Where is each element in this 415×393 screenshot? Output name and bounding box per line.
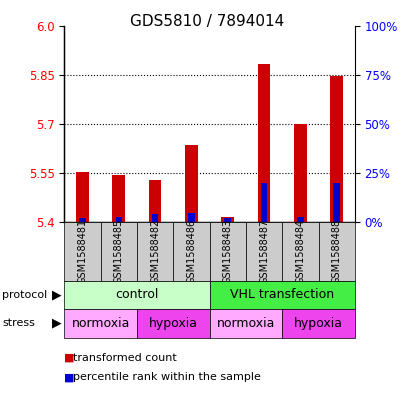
Bar — [185, 145, 198, 222]
Text: ▶: ▶ — [52, 317, 62, 330]
Text: stress: stress — [2, 318, 35, 328]
Text: ■: ■ — [64, 372, 75, 382]
Text: ■: ■ — [64, 353, 75, 363]
Text: control: control — [115, 288, 159, 301]
Bar — [225, 218, 231, 222]
Bar — [64, 309, 137, 338]
Bar — [282, 309, 355, 338]
Bar — [112, 175, 125, 222]
Text: VHL transfection: VHL transfection — [230, 288, 334, 301]
Bar — [210, 281, 355, 309]
Text: GSM1588483: GSM1588483 — [223, 219, 233, 284]
Text: GSM1588484: GSM1588484 — [295, 219, 305, 284]
Bar — [333, 183, 340, 222]
Bar — [330, 75, 343, 222]
Bar — [100, 222, 137, 281]
Bar — [137, 309, 210, 338]
Bar — [188, 213, 195, 222]
Bar — [221, 217, 234, 222]
Text: GSM1588482: GSM1588482 — [150, 219, 160, 284]
Text: normoxia: normoxia — [71, 317, 130, 330]
Bar — [246, 222, 282, 281]
Text: GSM1588488: GSM1588488 — [332, 219, 342, 284]
Text: hypoxia: hypoxia — [294, 317, 343, 330]
Bar — [294, 125, 307, 222]
Bar — [210, 309, 282, 338]
Bar — [76, 172, 89, 222]
Text: transformed count: transformed count — [73, 353, 176, 363]
Bar — [297, 217, 304, 222]
Bar — [258, 64, 271, 222]
Bar — [173, 222, 210, 281]
Text: GSM1588485: GSM1588485 — [114, 219, 124, 284]
Text: percentile rank within the sample: percentile rank within the sample — [73, 372, 261, 382]
Text: GSM1588486: GSM1588486 — [186, 219, 196, 284]
Text: protocol: protocol — [2, 290, 47, 300]
Bar — [115, 217, 122, 222]
Bar — [64, 222, 101, 281]
Bar — [64, 281, 210, 309]
Bar — [319, 222, 355, 281]
Bar — [137, 222, 173, 281]
Text: hypoxia: hypoxia — [149, 317, 198, 330]
Text: normoxia: normoxia — [217, 317, 275, 330]
Text: ▶: ▶ — [52, 288, 62, 301]
Bar — [282, 222, 319, 281]
Bar — [261, 183, 267, 222]
Bar — [79, 218, 86, 222]
Text: GSM1588487: GSM1588487 — [259, 219, 269, 284]
Bar — [210, 222, 246, 281]
Bar — [152, 214, 159, 222]
Bar — [149, 180, 161, 222]
Text: GSM1588481: GSM1588481 — [78, 219, 88, 284]
Text: GDS5810 / 7894014: GDS5810 / 7894014 — [130, 14, 285, 29]
